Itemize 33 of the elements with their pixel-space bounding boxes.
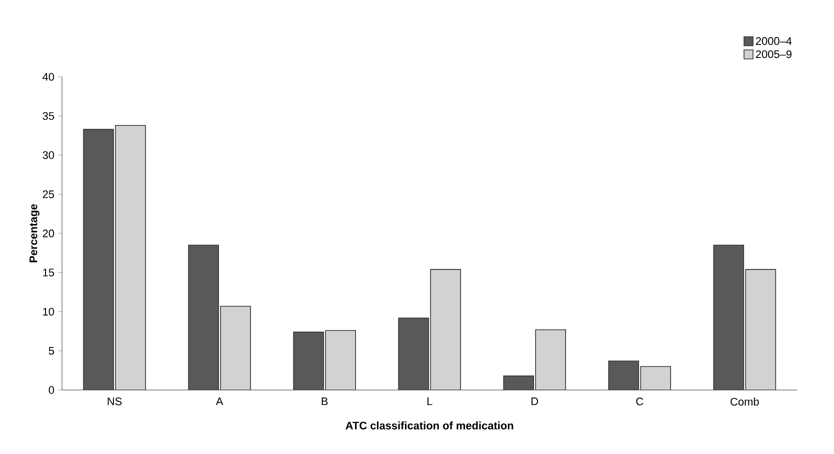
x-tick-label: Comb: [730, 398, 759, 406]
y-tick-label: 30: [42, 151, 54, 160]
x-tick-label: B: [322, 398, 328, 406]
bar: [220, 306, 251, 390]
bar: [713, 244, 744, 390]
y-tick-label: 25: [42, 190, 54, 198]
legend-label: 2005–9: [756, 50, 792, 58]
x-axis-title: ATC classification of medication: [346, 421, 514, 430]
bar: [293, 332, 324, 390]
bar: [188, 244, 219, 390]
y-tick-label: 40: [42, 72, 54, 81]
x-tick-label: C: [636, 398, 644, 406]
y-axis-title: Percentage: [30, 204, 40, 262]
x-tick-label: D: [532, 398, 538, 406]
bar: [83, 128, 114, 390]
y-tick-label: 20: [42, 230, 54, 238]
bar: [398, 318, 429, 390]
bar: [745, 269, 776, 390]
y-tick-label: 0: [48, 386, 54, 394]
bar: [325, 330, 356, 390]
bar: [608, 360, 640, 390]
y-tick-label: 35: [42, 112, 54, 120]
bar: [115, 124, 146, 390]
y-tick-label: 10: [43, 308, 54, 316]
bar: [535, 329, 566, 390]
x-tick-label: L: [427, 398, 432, 406]
bar: [430, 269, 461, 390]
y-tick-label: 5: [48, 347, 54, 355]
legend-label: 2000–4: [756, 37, 792, 45]
y-tick-label: 15: [43, 268, 54, 276]
x-tick-label: A: [216, 398, 224, 406]
x-tick-label: NS: [108, 398, 122, 406]
bar: [640, 366, 672, 390]
